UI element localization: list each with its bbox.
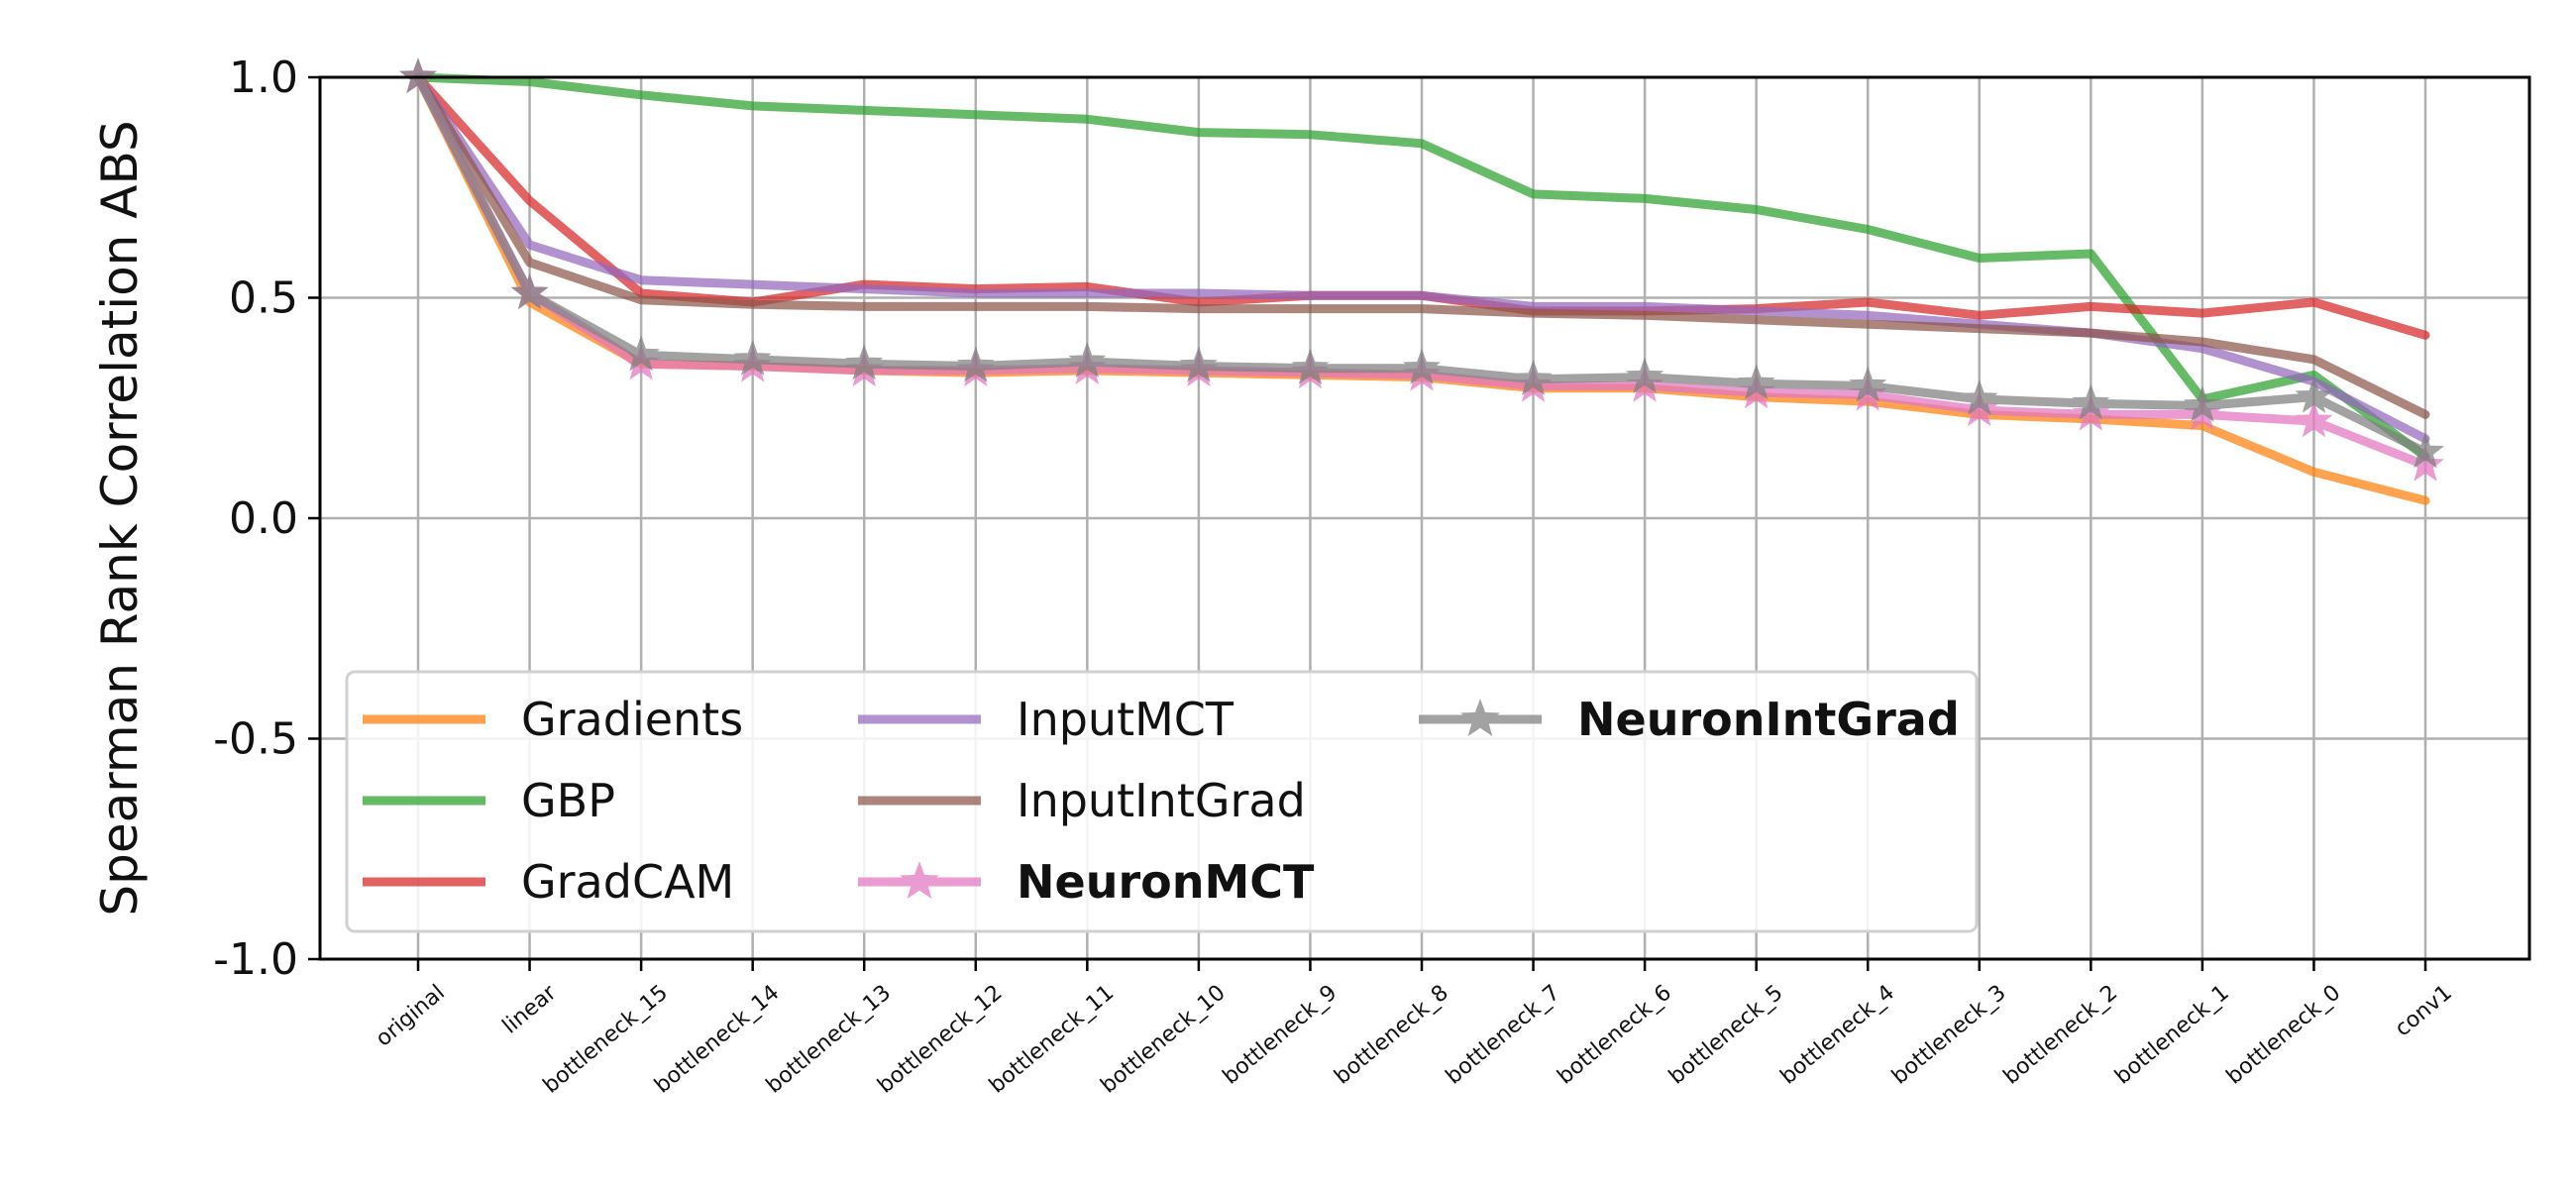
data-point [2295,377,2333,413]
x-tick-label: bottleneck_7 [1442,980,1565,1089]
data-point [2072,383,2110,420]
legend-marker [1460,699,1500,736]
data-point [733,339,772,376]
data-point [2183,385,2221,422]
data-point [1960,378,1998,415]
y-tick-label: 1.0 [229,53,298,103]
legend-handle [1419,699,1542,736]
x-tick-labels: original linearbottleneck_15bottleneck_14… [372,959,2457,1099]
data-point [510,273,549,310]
data-point [2295,401,2333,438]
y-axis-label: Spearman Rank Correlation ABS [91,120,149,916]
legend-box [345,670,1979,933]
legend-label: InputIntGrad [1017,774,1306,827]
data-point [1737,364,1775,400]
legend-item: InputMCT [858,693,1234,746]
x-tick-label: linear [498,980,562,1039]
legend-item: GBP [363,774,615,827]
x-tick-label: bottleneck_4 [1776,980,1900,1089]
y-tick-labels: 1.0 0.5 0.0 -0.5 -1.0 [213,53,320,985]
data-point [399,57,437,94]
x-tick-label: conv1 [2391,980,2457,1041]
x-tick-label: bottleneck_2 [1999,980,2123,1089]
x-tick-label: bottleneck_0 [2222,980,2346,1089]
series-inputintgrad [413,72,2430,419]
data-point [1291,348,1330,384]
legend-label: GBP [521,774,615,827]
y-tick-label: -1.0 [213,934,298,985]
data-point [2072,394,2110,431]
x-tick-label: bottleneck_1 [2110,980,2234,1089]
legend-label: NeuronMCT [1017,855,1315,909]
legend-label: InputMCT [1017,693,1234,746]
x-tick-label: bottleneck_8 [1330,980,1453,1089]
y-tick-label: 0.5 [229,273,298,324]
data-point [1626,357,1664,393]
legend: Gradients GBP GradCAM InputMCT InputIntGrad N… [345,670,1979,933]
legend-marker [900,861,939,899]
y-tick-label: -0.5 [213,714,298,765]
data-point [1403,348,1441,384]
data-point [1068,342,1107,378]
legend-item: GradCAM [363,855,734,909]
x-tick-label: bottleneck_6 [1553,980,1676,1089]
legend-label: Gradients [521,693,743,746]
series-neuronintgrad [399,57,2444,469]
legend-item: InputIntGrad [858,774,1306,827]
series-line [413,72,2430,419]
data-point [2407,445,2444,482]
x-tick-label: original [372,980,450,1051]
series-lines [399,57,2444,505]
series-gbp [413,72,2430,462]
series-line [413,72,2430,462]
y-tick-label: 0.0 [229,493,298,544]
data-point [1514,359,1553,395]
legend-handle [858,861,981,899]
legend-label: NeuronIntGrad [1577,693,1960,746]
data-point [622,335,661,372]
data-point [1179,346,1218,382]
x-tick-label: bottleneck_5 [1664,980,1788,1089]
legend-item: NeuronIntGrad [1419,693,1960,746]
data-point [2407,432,2444,469]
legend-item: Gradients [363,693,743,746]
legend-item: NeuronMCT [858,855,1315,909]
x-tick-label: bottleneck_9 [1219,980,1342,1089]
data-point [1960,390,1998,427]
data-point [845,344,884,380]
x-tick-label: bottleneck_3 [1887,980,2011,1089]
legend-label: GradCAM [521,855,734,909]
data-point [956,346,995,382]
data-point [1849,366,1887,402]
